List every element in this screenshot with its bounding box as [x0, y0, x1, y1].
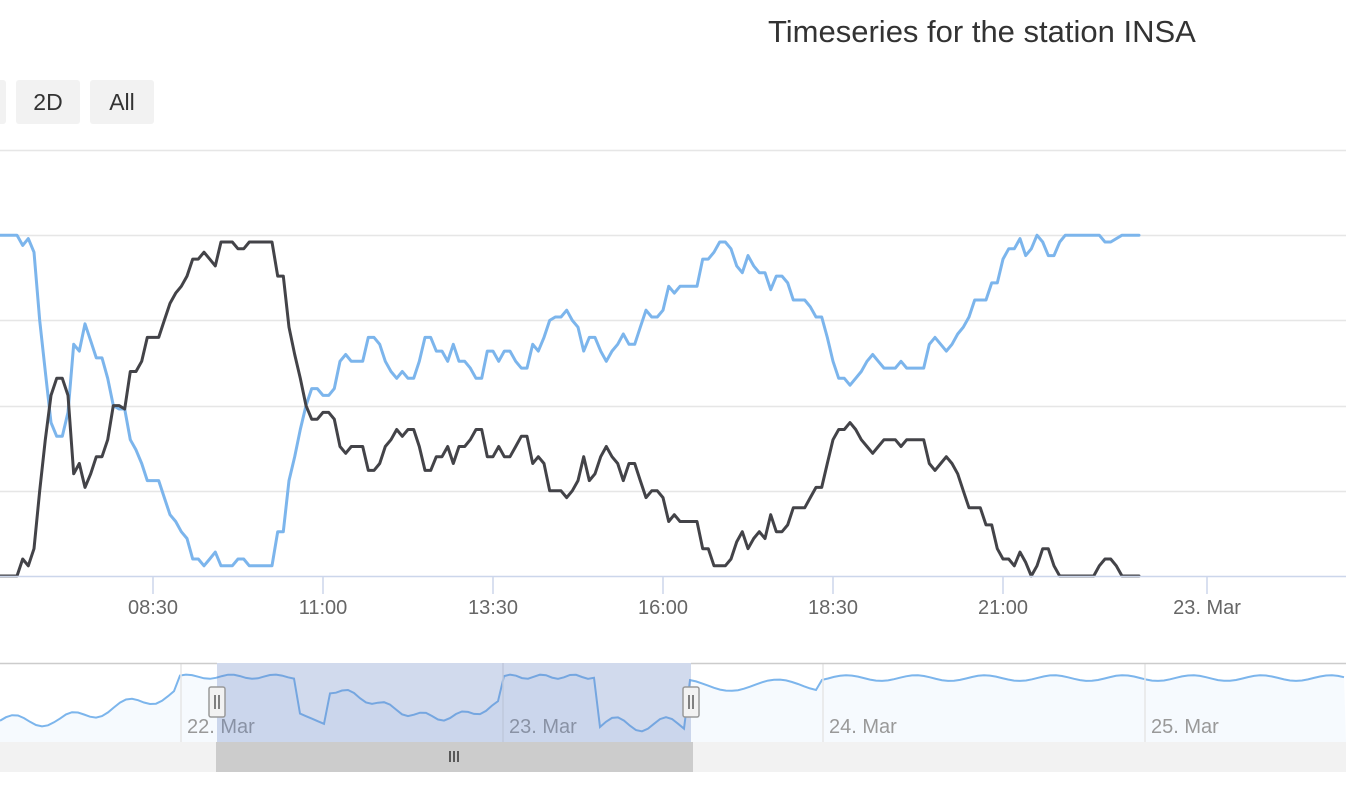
- series-line-1: [0, 233, 1141, 568]
- navigator-left-handle[interactable]: [208, 686, 226, 718]
- x-tick-label: 08:30: [128, 597, 178, 619]
- navigator-area: [0, 674, 1346, 742]
- navigator-tick-label: 24. Mar: [829, 716, 897, 738]
- range-button-partial[interactable]: [0, 80, 6, 124]
- series-layer: [0, 233, 1141, 578]
- x-tick-label: 23. Mar: [1173, 597, 1241, 619]
- navigator[interactable]: 22. Mar 23. Mar 24. Mar 25. Mar: [0, 662, 1346, 772]
- navigator-right-handle[interactable]: [682, 686, 700, 718]
- x-tick-label: 21:00: [978, 597, 1028, 619]
- navigator-tick-label: 22. Mar: [187, 716, 255, 738]
- range-button-2d[interactable]: 2D: [16, 80, 80, 124]
- navigator-tick-label: 23. Mar: [509, 716, 577, 738]
- range-button-all[interactable]: All: [90, 80, 154, 124]
- x-tick-label: 13:30: [468, 597, 518, 619]
- chart-title: Timeseries for the station INSA: [768, 14, 1196, 49]
- x-tick-label: 18:30: [808, 597, 858, 619]
- scrollbar-grip-icon: [449, 751, 459, 762]
- navigator-selection[interactable]: [217, 663, 691, 742]
- navigator-series-line: [0, 673, 1345, 733]
- series-line-2: [0, 240, 1141, 578]
- x-axis: 08:30 11:00 13:30 16:00 18:30 21:00 23. Mar: [0, 575, 1346, 619]
- x-tick-label: 11:00: [299, 597, 348, 619]
- navigator-tick-label: 25. Mar: [1151, 716, 1219, 738]
- grid-lines: [0, 149, 1346, 493]
- x-tick-label: 16:00: [638, 597, 688, 619]
